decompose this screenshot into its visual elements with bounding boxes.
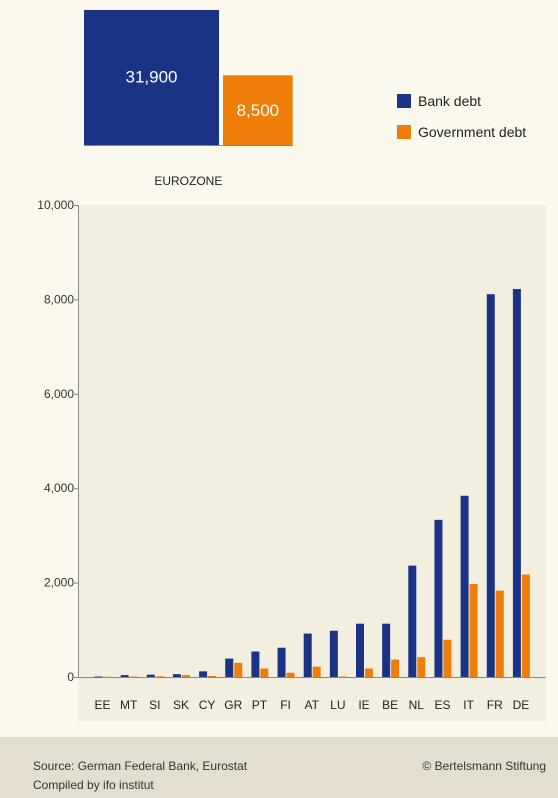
x-tick-label: IE (358, 698, 369, 712)
x-tick-label: ES (434, 698, 450, 712)
eurozone-summary: 31,900 8,500 EUROZONE Bank debt Government d… (84, 10, 526, 188)
bar-bank-fr (486, 294, 495, 677)
footer (0, 737, 558, 798)
source-text: Source: German Federal Bank, Eurostat (33, 759, 248, 773)
bar-gov-si (155, 676, 164, 678)
legend-bank-debt-label: Bank debt (418, 93, 481, 109)
eurozone-category-label: EUROZONE (154, 174, 222, 188)
x-tick-label: BE (382, 698, 398, 712)
legend-government-debt-swatch (397, 125, 411, 139)
x-tick-label: PT (252, 698, 268, 712)
x-tick-label: LU (330, 698, 345, 712)
bar-bank-at (303, 633, 312, 677)
bar-bank-ie (356, 623, 364, 677)
bar-gov-lu (338, 676, 347, 678)
bar-bank-es (434, 519, 443, 677)
y-tick-label: 10,000 (37, 198, 74, 212)
y-tick-label: 0 (67, 670, 74, 684)
bar-gov-fi (286, 672, 295, 677)
bar-bank-nl (408, 565, 417, 677)
y-tick-label: 6,000 (44, 387, 74, 401)
x-tick-label: EE (94, 698, 110, 712)
bar-bank-ee (94, 676, 103, 678)
bar-bank-be (382, 623, 391, 677)
x-tick-label: DE (513, 698, 530, 712)
bar-gov-de (521, 574, 530, 677)
bar-gov-at (312, 666, 321, 677)
bar-gov-mt (129, 676, 138, 678)
bar-bank-sk (172, 674, 181, 677)
x-tick-label: AT (304, 698, 319, 712)
bar-bank-mt (120, 675, 129, 677)
bar-gov-it (469, 584, 478, 677)
bar-bank-fi (277, 647, 286, 677)
x-tick-label: SI (149, 698, 160, 712)
x-tick-label: SK (173, 698, 189, 712)
legend-government-debt-label: Government debt (418, 124, 526, 140)
eurozone-gov-debt-box (223, 75, 293, 145)
copyright-text: © Bertelsmann Stiftung (422, 759, 546, 773)
bar-bank-lu (329, 630, 338, 677)
bar-gov-fr (495, 590, 504, 677)
eurozone-gov-debt-label: 8,500 (237, 101, 280, 120)
bar-bank-si (146, 674, 155, 677)
bar-gov-cy (208, 676, 217, 677)
bar-bank-it (460, 495, 469, 677)
eurozone-bank-debt-label: 31,900 (126, 68, 178, 87)
bar-gov-gr (234, 662, 243, 677)
bar-gov-sk (181, 675, 190, 677)
x-tick-label: MT (120, 698, 138, 712)
y-tick-label: 8,000 (44, 292, 74, 306)
compiled-text: Compiled by ifo institut (33, 778, 154, 792)
bars: EE MT SI SK CY GR PT FI AT LU IE BE NL ES IT FR DE (94, 289, 530, 712)
bar-gov-ee (103, 676, 112, 678)
x-tick-label: CY (199, 698, 216, 712)
eurozone-bank-debt-box (84, 10, 219, 145)
bar-bank-pt (251, 651, 260, 677)
bar-gov-be (391, 659, 400, 677)
bar-gov-ie (365, 668, 373, 677)
legend-bank-debt-swatch (397, 94, 411, 108)
y-tick-label: 2,000 (44, 576, 74, 590)
bar-bank-gr (225, 658, 234, 677)
bar-gov-nl (417, 657, 426, 677)
bar-bank-de (512, 289, 521, 677)
debt-chart: 31,900 8,500 EUROZONE Bank debt Government d… (37, 10, 546, 721)
bar-bank-cy (199, 671, 208, 677)
axes: 0 2,000 4,000 6,000 8,000 10,000 (37, 198, 546, 684)
bar-gov-pt (260, 668, 269, 677)
x-tick-label: FI (280, 698, 291, 712)
x-tick-label: GR (224, 698, 242, 712)
x-tick-label: FR (487, 698, 503, 712)
y-tick-label: 4,000 (44, 481, 74, 495)
bar-gov-es (443, 639, 452, 677)
x-tick-label: IT (463, 698, 474, 712)
x-tick-label: NL (409, 698, 425, 712)
